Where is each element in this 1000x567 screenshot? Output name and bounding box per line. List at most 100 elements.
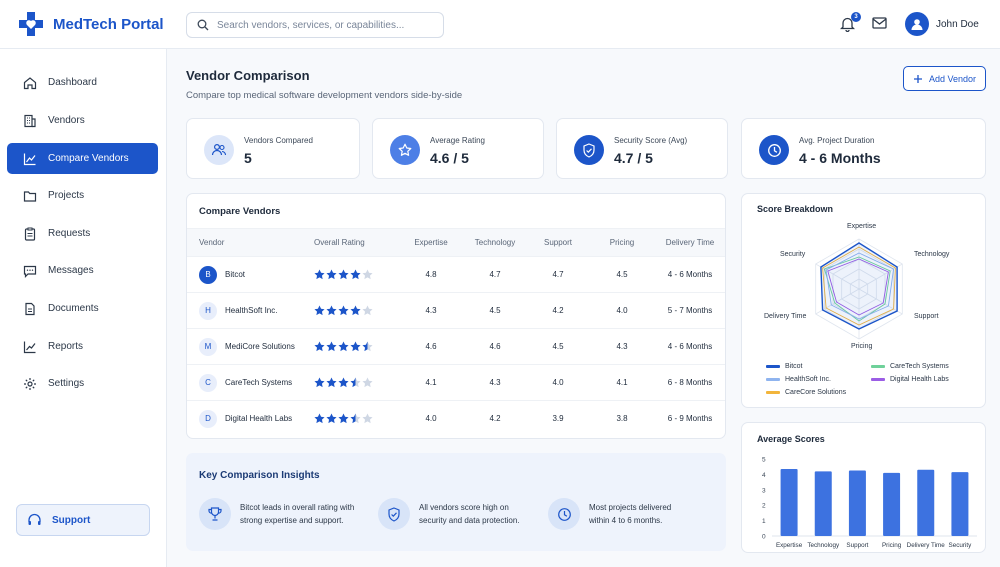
table-row[interactable]: B Bitcot 4.8 4.7 4.7 4.5 4 - 6 Months [187, 256, 725, 293]
star-icon [338, 269, 349, 280]
table-row[interactable]: C CareTech Systems 4.1 4.3 4.0 4.1 6 - 8 Month… [187, 364, 725, 401]
gear-icon [24, 377, 36, 390]
app-logo[interactable]: MedTech Portal [17, 10, 164, 38]
stat-card-vendors: Vendors Compared 5 [186, 118, 360, 179]
star-icon [314, 377, 325, 388]
bar-chart-title: Average Scores [757, 434, 825, 444]
bar-technology[interactable] [814, 471, 832, 536]
mail-icon[interactable] [872, 17, 887, 29]
stat-card-security: Security Score (Avg) 4.7 / 5 [556, 118, 728, 179]
bar-security[interactable] [951, 472, 969, 536]
insight-item: Bitcot leads in overall rating with stron… [199, 498, 354, 530]
x-tick-label: Pricing [882, 542, 902, 549]
home-icon [23, 76, 37, 89]
delivery-cell: 6 - 9 Months [667, 414, 713, 424]
column-header[interactable]: Vendor [187, 228, 314, 257]
search-input[interactable]: Search vendors, services, or capabilitie… [217, 19, 405, 31]
insight-text: All vendors score high on [419, 503, 509, 512]
sidebar-item-compare-vendors[interactable]: Compare Vendors [7, 143, 158, 174]
legend-label: Bitcot [785, 363, 803, 370]
user-menu[interactable]: John Doe [905, 12, 979, 36]
pricing-cell: 4.1 [589, 364, 655, 401]
sidebar-item-projects[interactable]: Projects [7, 180, 158, 211]
trend-icon [23, 341, 36, 353]
sidebar-item-label: Documents [48, 303, 99, 314]
search-box[interactable]: Search vendors, services, or capabilitie… [186, 12, 444, 38]
support-button[interactable]: Support [16, 504, 150, 536]
star-icon [362, 377, 373, 388]
sidebar-item-documents[interactable]: Documents [7, 293, 158, 324]
sidebar-item-label: Vendors [48, 115, 85, 126]
vendor-name[interactable]: CareTech Systems [225, 378, 293, 387]
column-header[interactable]: Pricing [589, 228, 655, 257]
column-header[interactable]: Technology [463, 228, 527, 257]
vendor-name-cell: M MediCore Solutions [199, 337, 314, 356]
sidebar-item-reports[interactable]: Reports [7, 331, 158, 362]
expertise-cell: 4.1 [399, 364, 463, 401]
add-vendor-label: Add Vendor [928, 73, 977, 84]
star-icon [326, 341, 337, 352]
legend-item: CareCore Solutions [766, 389, 846, 396]
delivery-cell: 6 - 8 Months [655, 364, 725, 401]
stat-value: 4 - 6 Months [799, 150, 881, 166]
star-rating [314, 305, 399, 316]
star-rating [314, 269, 399, 280]
support-cell: 4.2 [527, 292, 589, 329]
legend-item: Digital Health Labs [871, 376, 949, 383]
technology-cell: 4.6 [463, 328, 527, 365]
sidebar-item-messages[interactable]: Messages [7, 255, 158, 286]
vendor-avatar: H [199, 301, 217, 320]
app-title: MedTech Portal [53, 15, 164, 33]
bar-expertise[interactable] [780, 469, 798, 536]
column-header[interactable]: Delivery Time [655, 228, 725, 257]
radar-axis-label: Pricing [851, 343, 873, 350]
star-icon [326, 413, 337, 424]
x-tick-label: Support [846, 542, 868, 549]
rating-cell [314, 256, 399, 293]
vendor-name[interactable]: MediCore Solutions [225, 342, 295, 351]
bar-delivery-time[interactable] [917, 469, 935, 536]
vendor-name[interactable]: Bitcot [225, 270, 246, 279]
clock-icon [548, 498, 580, 530]
sidebar-item-vendors[interactable]: Vendors [7, 105, 158, 136]
sidebar-item-requests[interactable]: Requests [7, 218, 158, 249]
column-header[interactable]: Support [527, 228, 589, 257]
vendor-cell: C CareTech Systems [187, 364, 314, 401]
star-icon [362, 305, 373, 316]
add-vendor-button[interactable]: Add Vendor [903, 66, 986, 91]
y-tick-label: 0 [762, 534, 766, 541]
sidebar: Dashboard Vendors Compare Vendors Projec… [0, 49, 167, 567]
headset-icon [28, 513, 41, 525]
sidebar-item-dashboard[interactable]: Dashboard [7, 67, 158, 98]
table-row[interactable]: D Digital Health Labs 4.0 4.2 3.9 3.8 6 - 9 Mo… [187, 401, 725, 437]
star-icon [314, 341, 325, 352]
star-rating [314, 341, 399, 352]
bar-support[interactable] [848, 470, 866, 536]
legend-item: Bitcot [766, 363, 803, 370]
table-row[interactable]: H HealthSoft Inc. 4.3 4.5 4.2 4.0 5 - 7 Months [187, 292, 725, 329]
column-header[interactable]: Expertise [399, 228, 463, 257]
legend-label: CareTech Systems [890, 363, 949, 370]
bell-icon[interactable] [840, 16, 855, 32]
user-icon [911, 19, 923, 30]
vendor-avatar: C [199, 373, 217, 392]
radar-axis-label: Delivery Time [764, 313, 807, 320]
expertise-cell: 4.0 [425, 414, 437, 424]
vendor-name[interactable]: HealthSoft Inc. [225, 306, 278, 315]
vendor-cell: M MediCore Solutions [187, 328, 314, 365]
rating-cell [314, 292, 399, 329]
support-cell: 4.7 [527, 256, 589, 293]
vendor-name[interactable]: Digital Health Labs [225, 414, 293, 424]
insights-panel: Key Comparison Insights Bitcot leads in … [186, 453, 726, 551]
radar-axis-label: Support [914, 313, 939, 320]
stat-card-duration: Avg. Project Duration 4 - 6 Months [741, 118, 986, 179]
bar-pricing[interactable] [883, 472, 901, 536]
radar-axis-label: Technology [914, 251, 950, 258]
column-header[interactable]: Overall Rating [314, 228, 399, 257]
technology-cell: 4.2 [489, 414, 501, 424]
sidebar-item-settings[interactable]: Settings [7, 368, 158, 399]
pricing-cell: 4.5 [589, 256, 655, 293]
vendor-avatar: D [199, 409, 217, 428]
legend-label: HealthSoft Inc. [785, 376, 831, 383]
table-row[interactable]: M MediCore Solutions 4.6 4.6 4.5 4.3 4 - 6 Mon… [187, 328, 725, 365]
